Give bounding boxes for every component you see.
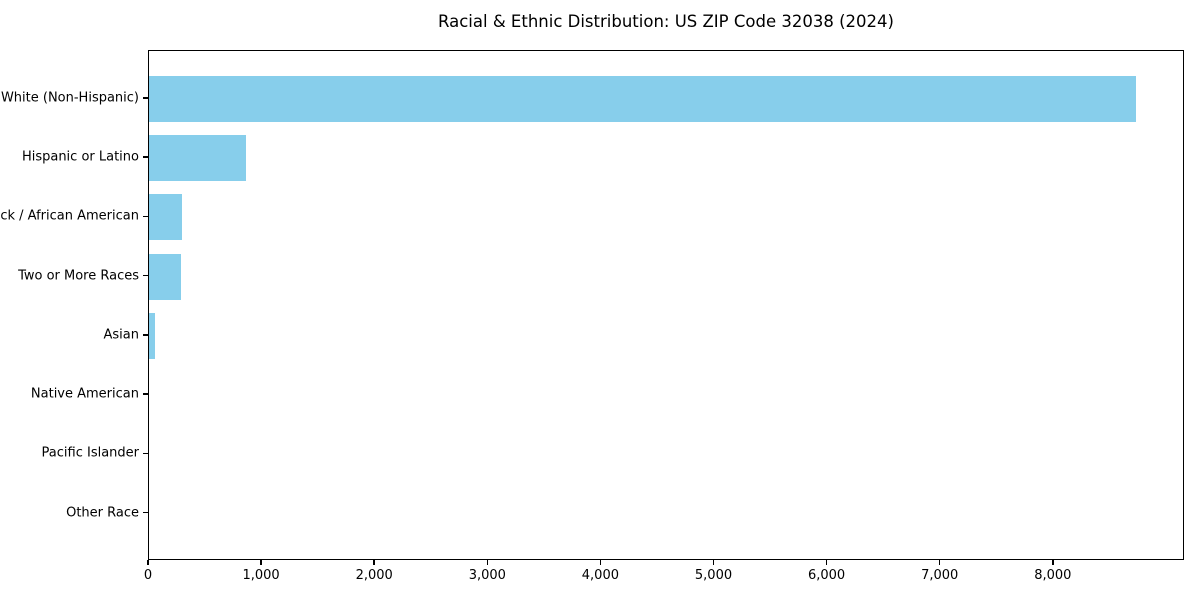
- x-tick-label: 5,000: [694, 568, 733, 583]
- bar-hispanic-or-latino: [149, 135, 246, 182]
- y-tick-mark: [143, 274, 148, 277]
- y-tick-label: Hispanic or Latino: [21, 149, 139, 165]
- x-tick-mark: [712, 560, 715, 565]
- x-tick-mark: [486, 560, 489, 565]
- x-tick-label: 4,000: [581, 568, 619, 583]
- x-tick-mark: [825, 560, 828, 565]
- y-tick-mark: [143, 156, 148, 158]
- x-tick-label: 2,000: [355, 568, 393, 583]
- y-tick-label: Asian: [103, 327, 139, 343]
- y-tick-label: Native American: [30, 386, 139, 402]
- x-tick-mark: [599, 560, 602, 565]
- bar-black-african-american: [149, 194, 182, 241]
- y-tick-mark: [143, 511, 148, 514]
- bar-two-or-more-races: [149, 253, 181, 300]
- x-tick-label: 8,000: [1034, 568, 1072, 583]
- x-tick-mark: [1052, 560, 1054, 565]
- bar-white-non-hispanic: [149, 76, 1137, 122]
- x-tick-label: 7,000: [921, 568, 959, 583]
- y-tick-label: Pacific Islander: [41, 445, 139, 461]
- y-tick-mark: [143, 334, 148, 336]
- x-tick-mark: [938, 560, 941, 565]
- x-tick-mark: [260, 560, 262, 565]
- y-tick-label: White (Non-Hispanic): [0, 90, 139, 106]
- chart-title: Racial & Ethnic Distribution: US ZIP Cod…: [438, 12, 894, 31]
- y-tick-mark: [143, 97, 148, 99]
- y-tick-mark: [143, 215, 148, 218]
- x-tick-label: 6,000: [807, 568, 846, 583]
- x-tick-label: 3,000: [468, 568, 506, 583]
- x-tick-mark: [147, 560, 149, 565]
- x-tick-label: 1,000: [242, 568, 280, 583]
- y-tick-mark: [143, 452, 148, 455]
- x-tick-mark: [373, 560, 375, 565]
- y-tick-label: Black / African American: [0, 208, 139, 224]
- y-tick-mark: [143, 393, 148, 395]
- bar-asian: [149, 312, 156, 359]
- y-tick-label: Two or More Races: [18, 268, 139, 284]
- plot-area: [148, 50, 1184, 560]
- y-tick-label: Other Race: [66, 505, 139, 520]
- x-tick-label: 0: [143, 568, 153, 583]
